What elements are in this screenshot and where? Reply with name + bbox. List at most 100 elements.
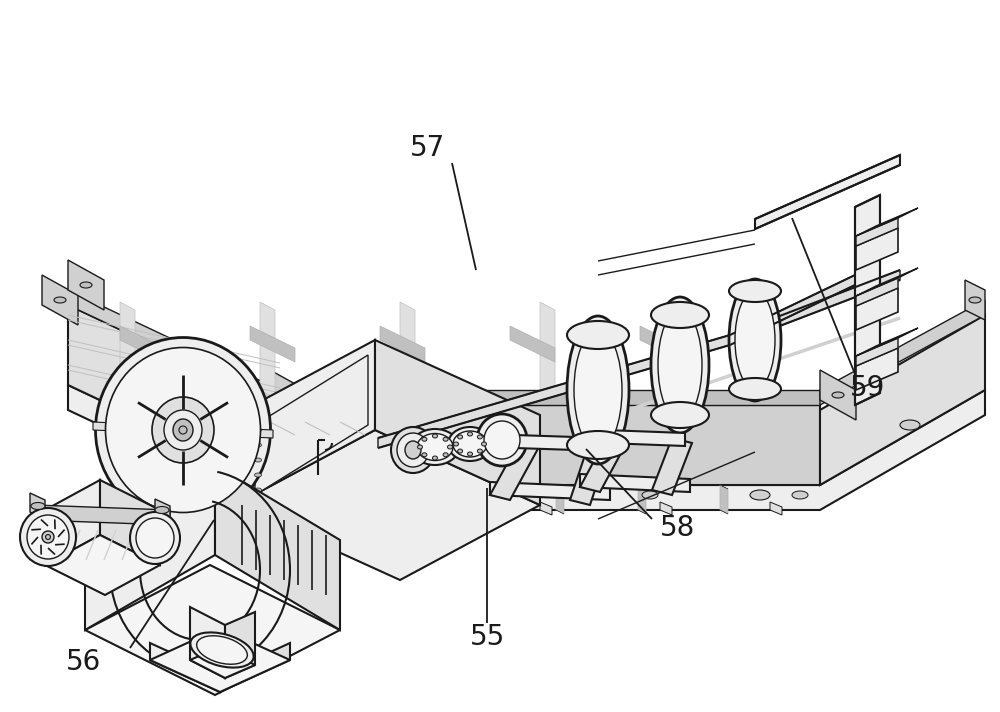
Ellipse shape <box>46 535 50 540</box>
Polygon shape <box>235 340 375 505</box>
Polygon shape <box>45 535 160 595</box>
Text: 59: 59 <box>850 374 886 402</box>
Polygon shape <box>474 485 482 514</box>
Polygon shape <box>510 326 555 362</box>
Polygon shape <box>45 480 100 565</box>
Ellipse shape <box>484 421 520 459</box>
Polygon shape <box>652 438 692 495</box>
Polygon shape <box>640 326 685 362</box>
Polygon shape <box>755 155 900 229</box>
Polygon shape <box>220 643 290 692</box>
Ellipse shape <box>453 431 487 457</box>
Polygon shape <box>638 485 646 514</box>
Ellipse shape <box>397 433 429 467</box>
Ellipse shape <box>254 443 262 447</box>
Polygon shape <box>730 270 900 345</box>
Ellipse shape <box>832 392 844 398</box>
Polygon shape <box>35 505 170 525</box>
Ellipse shape <box>173 419 193 441</box>
Polygon shape <box>150 628 290 692</box>
Polygon shape <box>380 326 425 362</box>
Ellipse shape <box>750 490 770 500</box>
Polygon shape <box>540 502 552 515</box>
Ellipse shape <box>254 488 262 492</box>
Polygon shape <box>580 474 690 492</box>
Ellipse shape <box>729 279 781 401</box>
Ellipse shape <box>106 347 260 513</box>
Polygon shape <box>856 228 898 270</box>
Polygon shape <box>155 499 170 525</box>
Polygon shape <box>225 612 255 678</box>
Polygon shape <box>270 370 306 420</box>
Ellipse shape <box>651 402 709 428</box>
Polygon shape <box>280 405 820 485</box>
Polygon shape <box>68 260 104 310</box>
Polygon shape <box>260 302 275 398</box>
Ellipse shape <box>658 310 702 420</box>
Polygon shape <box>770 502 782 515</box>
Polygon shape <box>255 355 368 495</box>
Polygon shape <box>856 218 898 246</box>
Polygon shape <box>490 482 610 500</box>
Ellipse shape <box>130 512 180 564</box>
Polygon shape <box>605 430 685 446</box>
Ellipse shape <box>432 434 438 438</box>
Polygon shape <box>855 195 880 405</box>
Polygon shape <box>820 370 856 420</box>
Ellipse shape <box>969 297 981 303</box>
Text: 56: 56 <box>65 648 101 676</box>
Polygon shape <box>540 302 555 398</box>
Ellipse shape <box>735 291 775 389</box>
Ellipse shape <box>454 442 458 446</box>
Ellipse shape <box>197 636 247 664</box>
Ellipse shape <box>422 453 427 457</box>
Text: 55: 55 <box>469 623 505 651</box>
Polygon shape <box>856 278 898 306</box>
Polygon shape <box>392 485 400 514</box>
Ellipse shape <box>20 508 76 566</box>
Ellipse shape <box>179 426 187 434</box>
Polygon shape <box>68 385 985 510</box>
Polygon shape <box>856 208 918 236</box>
Ellipse shape <box>477 449 482 453</box>
Polygon shape <box>856 338 898 366</box>
Ellipse shape <box>574 330 622 450</box>
Ellipse shape <box>411 429 459 465</box>
Polygon shape <box>190 607 225 678</box>
Ellipse shape <box>405 441 421 459</box>
Ellipse shape <box>31 503 45 510</box>
Ellipse shape <box>391 427 435 473</box>
Ellipse shape <box>152 397 214 463</box>
Polygon shape <box>820 315 985 485</box>
Ellipse shape <box>448 427 492 461</box>
Polygon shape <box>580 435 628 492</box>
Ellipse shape <box>96 337 270 523</box>
Polygon shape <box>420 502 432 515</box>
Polygon shape <box>660 502 672 515</box>
Ellipse shape <box>27 515 69 559</box>
Ellipse shape <box>164 410 202 450</box>
Polygon shape <box>556 485 564 514</box>
Polygon shape <box>310 502 322 515</box>
Polygon shape <box>100 480 160 565</box>
Ellipse shape <box>729 280 781 302</box>
Ellipse shape <box>651 302 709 328</box>
Ellipse shape <box>422 437 427 441</box>
Polygon shape <box>85 565 340 695</box>
Ellipse shape <box>254 428 262 432</box>
Polygon shape <box>120 326 165 362</box>
Polygon shape <box>30 493 45 519</box>
Ellipse shape <box>468 452 473 456</box>
Text: 57: 57 <box>410 134 446 162</box>
Polygon shape <box>856 348 898 390</box>
Polygon shape <box>120 302 135 398</box>
Ellipse shape <box>900 420 920 430</box>
Polygon shape <box>68 290 280 405</box>
Ellipse shape <box>567 321 629 349</box>
Polygon shape <box>400 302 415 398</box>
Polygon shape <box>680 302 695 398</box>
Ellipse shape <box>418 445 422 449</box>
Ellipse shape <box>254 458 262 462</box>
Polygon shape <box>68 305 280 485</box>
Ellipse shape <box>492 491 508 499</box>
